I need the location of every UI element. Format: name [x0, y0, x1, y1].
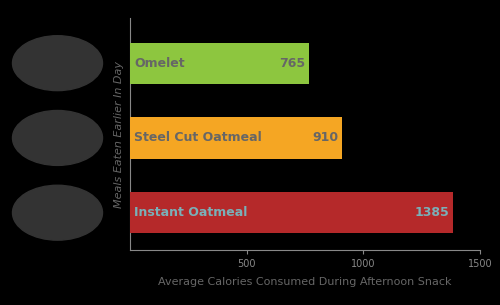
Bar — [130, 43, 308, 84]
Text: 765: 765 — [279, 57, 305, 70]
Text: Omelet: Omelet — [134, 57, 185, 70]
Text: Steel Cut Oatmeal: Steel Cut Oatmeal — [134, 131, 262, 145]
X-axis label: Average Calories Consumed During Afternoon Snack: Average Calories Consumed During Afterno… — [158, 278, 452, 287]
Text: 910: 910 — [312, 131, 339, 145]
Bar — [130, 192, 453, 233]
Text: 1385: 1385 — [415, 206, 450, 219]
Text: Instant Oatmeal: Instant Oatmeal — [134, 206, 248, 219]
Y-axis label: Meals Eaten Earlier In Day: Meals Eaten Earlier In Day — [114, 61, 124, 208]
Bar — [130, 117, 342, 159]
